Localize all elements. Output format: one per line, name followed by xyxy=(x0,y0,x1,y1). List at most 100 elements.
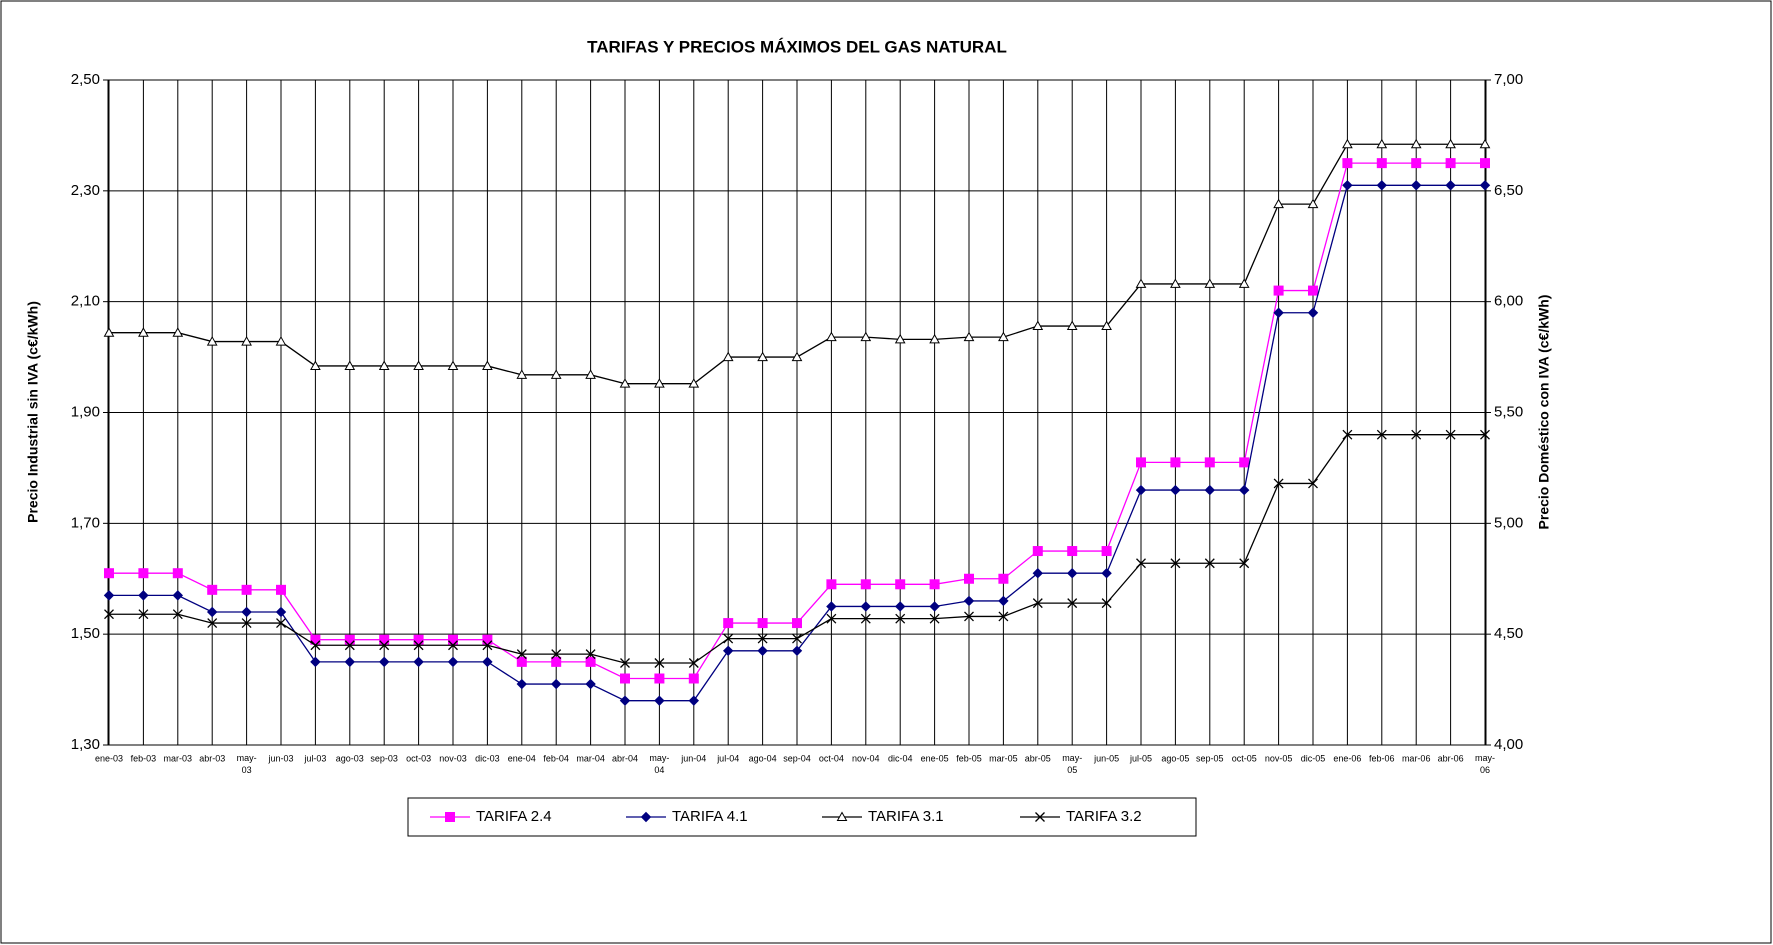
data-point xyxy=(482,640,493,651)
data-point xyxy=(929,601,940,612)
data-point xyxy=(1170,558,1181,569)
data-point xyxy=(963,331,975,342)
data-point xyxy=(895,613,906,624)
data-point xyxy=(310,656,321,668)
data-point xyxy=(241,336,252,346)
data-point xyxy=(172,568,183,579)
data-point xyxy=(894,601,906,612)
data-point xyxy=(103,590,115,601)
x-tick-label: abr-04 xyxy=(612,753,638,763)
data-point xyxy=(688,673,699,684)
data-point xyxy=(276,618,286,629)
data-point xyxy=(1066,568,1078,579)
data-point xyxy=(1342,180,1353,191)
data-point xyxy=(413,634,424,645)
data-point xyxy=(585,369,596,379)
data-point xyxy=(1204,457,1215,468)
data-point xyxy=(1410,180,1422,191)
data-point xyxy=(482,634,493,645)
x-tick-label: mar-06 xyxy=(1402,753,1431,763)
data-point xyxy=(757,618,768,629)
data-point xyxy=(723,633,734,644)
data-point xyxy=(1308,478,1318,489)
x-tick-label: may-03 xyxy=(237,753,257,775)
x-tick-label: ago-05 xyxy=(1161,753,1189,763)
data-point xyxy=(275,336,287,346)
data-point xyxy=(585,678,596,690)
data-point xyxy=(654,378,665,388)
y2-tick-label: 6,00 xyxy=(1494,293,1523,310)
data-point xyxy=(964,573,974,584)
data-point xyxy=(860,601,872,612)
legend-label: TARIFA 4.1 xyxy=(672,808,748,825)
data-point xyxy=(654,695,665,706)
data-point xyxy=(963,595,975,607)
data-point xyxy=(1411,429,1422,440)
data-point xyxy=(826,601,837,612)
x-tick-label: mar-05 xyxy=(989,753,1018,763)
x-tick-label: feb-06 xyxy=(1369,753,1395,763)
y2-axis-title: Precio Doméstico con IVA (c€/kWh) xyxy=(1536,295,1552,530)
y-tick-label: 1,90 xyxy=(71,403,100,420)
y2-tick-label: 5,00 xyxy=(1494,514,1523,531)
data-point xyxy=(688,658,699,668)
y-tick-label: 1,70 xyxy=(71,514,100,531)
data-point xyxy=(1342,158,1353,169)
data-point xyxy=(757,645,768,656)
x-tick-label: nov-03 xyxy=(439,753,467,763)
legend-marker xyxy=(1035,812,1045,822)
data-point xyxy=(1307,307,1319,318)
data-point xyxy=(826,579,837,590)
data-point xyxy=(998,611,1009,622)
data-point xyxy=(860,613,871,624)
data-point xyxy=(860,331,872,342)
data-point xyxy=(1273,478,1284,489)
data-point xyxy=(413,656,424,668)
data-point xyxy=(206,606,218,618)
y-tick-label: 2,10 xyxy=(71,293,100,310)
x-tick-label: jul-04 xyxy=(716,753,739,763)
data-point xyxy=(138,609,149,620)
data-point xyxy=(276,584,286,595)
y-tick-label: 2,50 xyxy=(71,71,100,88)
data-point xyxy=(1032,568,1044,579)
data-point xyxy=(791,645,803,656)
legend-marker xyxy=(640,811,652,823)
data-point xyxy=(516,649,527,660)
y-tick-label: 1,30 xyxy=(71,736,100,753)
chart-title: TARIFAS Y PRECIOS MÁXIMOS DEL GAS NATURA… xyxy=(587,37,1007,56)
data-point xyxy=(516,369,528,379)
data-point xyxy=(1273,198,1284,209)
data-point xyxy=(688,695,700,706)
data-point xyxy=(206,336,218,346)
data-point xyxy=(1066,320,1078,331)
data-point xyxy=(894,333,906,344)
data-point xyxy=(826,613,837,624)
x-tick-label: ene-03 xyxy=(95,753,123,763)
data-point xyxy=(516,656,527,667)
x-tick-label: abr-05 xyxy=(1025,753,1051,763)
data-point xyxy=(1273,307,1284,318)
data-point xyxy=(1135,484,1147,496)
y2-tick-label: 4,50 xyxy=(1494,625,1523,642)
data-point xyxy=(723,618,734,629)
data-point xyxy=(1479,180,1491,191)
data-point xyxy=(1238,278,1250,288)
data-point xyxy=(1204,484,1216,496)
x-tick-label: mar-03 xyxy=(164,753,193,763)
y2-tick-label: 6,50 xyxy=(1494,182,1523,199)
data-point xyxy=(344,656,356,668)
data-point xyxy=(1170,278,1181,288)
y-tick-label: 1,50 xyxy=(71,625,100,642)
data-point xyxy=(1445,180,1456,191)
data-point xyxy=(241,606,252,618)
x-tick-label: jun-04 xyxy=(680,753,706,763)
data-point xyxy=(379,640,390,651)
x-tick-label: ene-04 xyxy=(508,753,536,763)
data-point xyxy=(448,640,458,651)
x-tick-label: may-06 xyxy=(1475,753,1495,775)
data-point xyxy=(722,351,734,362)
data-point xyxy=(447,656,459,668)
data-point xyxy=(1308,285,1318,296)
